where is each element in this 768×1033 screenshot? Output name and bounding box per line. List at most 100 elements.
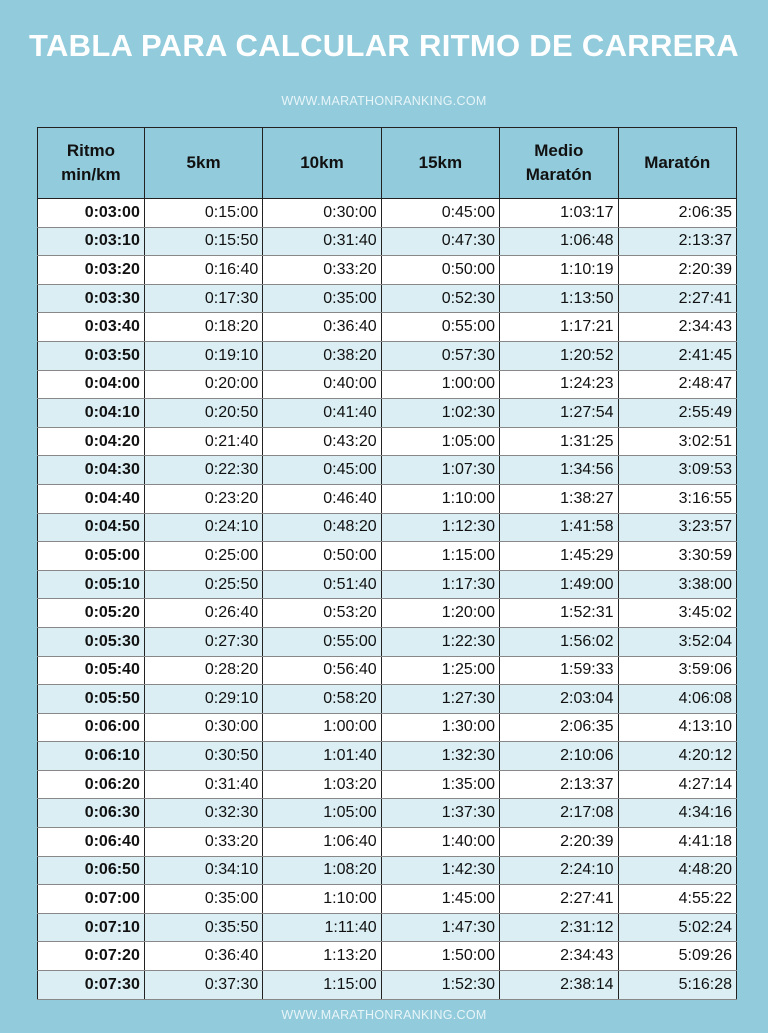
time-15km-cell: 1:20:00: [380, 598, 501, 628]
time-marathon-cell: 3:30:59: [617, 541, 738, 571]
time-15km-cell: 0:47:30: [380, 226, 501, 257]
pace-cell: 0:05:20: [37, 598, 145, 628]
time-15km-cell: 1:00:00: [380, 369, 501, 400]
time-10km-cell: 0:36:40: [262, 312, 382, 342]
time-half-marathon-cell: 2:03:04: [499, 684, 619, 714]
time-5km-cell: 0:31:40: [143, 769, 264, 800]
pace-cell: 0:06:00: [37, 712, 145, 743]
time-15km-cell: 1:12:30: [380, 512, 501, 543]
time-10km-cell: 0:41:40: [262, 398, 382, 428]
time-15km-cell: 1:35:00: [380, 769, 501, 800]
time-marathon-cell: 3:38:00: [617, 569, 738, 600]
time-15km-cell: 1:02:30: [380, 398, 501, 428]
time-half-marathon-cell: 1:20:52: [499, 340, 619, 371]
time-5km-cell: 0:19:10: [143, 340, 264, 371]
website-link-bottom[interactable]: WWW.MARATHONRANKING.COM: [281, 1008, 487, 1022]
time-marathon-cell: 4:55:22: [617, 884, 738, 914]
table-row: 0:04:20 0:21:40 0:43:20 1:05:00 1:31:25 3:02:…: [37, 426, 738, 457]
time-15km-cell: 0:45:00: [380, 198, 501, 228]
time-10km-cell: 1:01:40: [262, 741, 382, 771]
time-5km-cell: 0:24:10: [143, 512, 264, 543]
pace-cell: 0:06:20: [37, 769, 145, 800]
time-half-marathon-cell: 1:10:19: [499, 255, 619, 285]
time-marathon-cell: 2:55:49: [617, 398, 738, 428]
time-5km-cell: 0:20:00: [143, 369, 264, 400]
time-5km-cell: 0:25:50: [143, 569, 264, 600]
time-half-marathon-cell: 1:27:54: [499, 398, 619, 428]
time-15km-cell: 1:42:30: [380, 855, 501, 886]
time-15km-cell: 1:15:00: [380, 541, 501, 571]
time-5km-cell: 0:32:30: [143, 798, 264, 829]
time-marathon-cell: 3:45:02: [617, 598, 738, 628]
table-row: 0:05:00 0:25:00 0:50:00 1:15:00 1:45:29 3:30:…: [37, 541, 738, 571]
time-half-marathon-cell: 1:56:02: [499, 626, 619, 657]
pace-cell: 0:05:00: [37, 541, 145, 571]
header-10km: 10km: [262, 127, 382, 199]
time-marathon-cell: 2:13:37: [617, 226, 738, 257]
time-marathon-cell: 2:20:39: [617, 255, 738, 285]
time-marathon-cell: 3:09:53: [617, 455, 738, 485]
website-link-top[interactable]: WWW.MARATHONRANKING.COM: [281, 94, 487, 108]
pace-cell: 0:03:30: [37, 283, 145, 314]
time-half-marathon-cell: 2:38:14: [499, 970, 619, 1000]
header-label: Medio: [534, 141, 584, 160]
time-5km-cell: 0:30:00: [143, 712, 264, 743]
table-row: 0:06:40 0:33:20 1:06:40 1:40:00 2:20:39 4:41:…: [37, 827, 738, 857]
header-pace: Ritmo min/km: [37, 127, 145, 199]
time-10km-cell: 1:06:40: [262, 827, 382, 857]
time-15km-cell: 0:55:00: [380, 312, 501, 342]
pace-cell: 0:06:40: [37, 827, 145, 857]
table-row: 0:07:30 0:37:30 1:15:00 1:52:30 2:38:14 5:16:…: [37, 970, 738, 1000]
time-10km-cell: 0:40:00: [262, 369, 382, 400]
time-15km-cell: 1:17:30: [380, 569, 501, 600]
header-5km: 5km: [143, 127, 264, 199]
header-label: min/km: [61, 165, 121, 184]
time-15km-cell: 1:37:30: [380, 798, 501, 829]
time-5km-cell: 0:22:30: [143, 455, 264, 485]
time-5km-cell: 0:34:10: [143, 855, 264, 886]
time-half-marathon-cell: 2:24:10: [499, 855, 619, 886]
time-10km-cell: 0:50:00: [262, 541, 382, 571]
time-5km-cell: 0:16:40: [143, 255, 264, 285]
header-row: Ritmo min/km 5km 10km 15km Medio Maratón Marató…: [37, 127, 738, 199]
time-marathon-cell: 2:41:45: [617, 340, 738, 371]
time-15km-cell: 1:10:00: [380, 483, 501, 514]
time-half-marathon-cell: 2:06:35: [499, 712, 619, 743]
time-5km-cell: 0:27:30: [143, 626, 264, 657]
time-marathon-cell: 3:23:57: [617, 512, 738, 543]
pace-cell: 0:05:50: [37, 684, 145, 714]
time-15km-cell: 1:30:00: [380, 712, 501, 743]
table-row: 0:06:00 0:30:00 1:00:00 1:30:00 2:06:35 4:13:…: [37, 712, 738, 743]
pace-table: Ritmo min/km 5km 10km 15km Medio Maratón Marató…: [37, 127, 738, 1000]
pace-cell: 0:03:10: [37, 226, 145, 257]
table-row: 0:03:20 0:16:40 0:33:20 0:50:00 1:10:19 2:20:…: [37, 255, 738, 285]
time-marathon-cell: 4:13:10: [617, 712, 738, 743]
time-marathon-cell: 2:48:47: [617, 369, 738, 400]
time-half-marathon-cell: 1:06:48: [499, 226, 619, 257]
time-5km-cell: 0:21:40: [143, 426, 264, 457]
pace-cell: 0:07:10: [37, 912, 145, 943]
time-marathon-cell: 2:27:41: [617, 283, 738, 314]
table-row: 0:07:10 0:35:50 1:11:40 1:47:30 2:31:12 5:02:…: [37, 912, 738, 943]
table-row: 0:07:00 0:35:00 1:10:00 1:45:00 2:27:41 4:55:…: [37, 884, 738, 914]
table-row: 0:06:20 0:31:40 1:03:20 1:35:00 2:13:37 4:27:…: [37, 769, 738, 800]
header-label: 15km: [418, 153, 463, 172]
time-10km-cell: 1:11:40: [262, 912, 382, 943]
table-row: 0:04:50 0:24:10 0:48:20 1:12:30 1:41:58 3:23:…: [37, 512, 738, 543]
table-row: 0:06:50 0:34:10 1:08:20 1:42:30 2:24:10 4:48:…: [37, 855, 738, 886]
header-15km: 15km: [380, 127, 501, 199]
pace-cell: 0:06:50: [37, 855, 145, 886]
table-row: 0:05:40 0:28:20 0:56:40 1:25:00 1:59:33 3:59:…: [37, 655, 738, 686]
pace-cell: 0:03:00: [37, 198, 145, 228]
time-marathon-cell: 4:48:20: [617, 855, 738, 886]
time-10km-cell: 1:10:00: [262, 884, 382, 914]
time-5km-cell: 0:15:00: [143, 198, 264, 228]
time-5km-cell: 0:15:50: [143, 226, 264, 257]
table-row: 0:07:20 0:36:40 1:13:20 1:50:00 2:34:43 5:09:…: [37, 941, 738, 972]
time-10km-cell: 1:05:00: [262, 798, 382, 829]
time-15km-cell: 1:25:00: [380, 655, 501, 686]
time-10km-cell: 0:31:40: [262, 226, 382, 257]
time-5km-cell: 0:29:10: [143, 684, 264, 714]
time-10km-cell: 0:38:20: [262, 340, 382, 371]
time-15km-cell: 0:57:30: [380, 340, 501, 371]
